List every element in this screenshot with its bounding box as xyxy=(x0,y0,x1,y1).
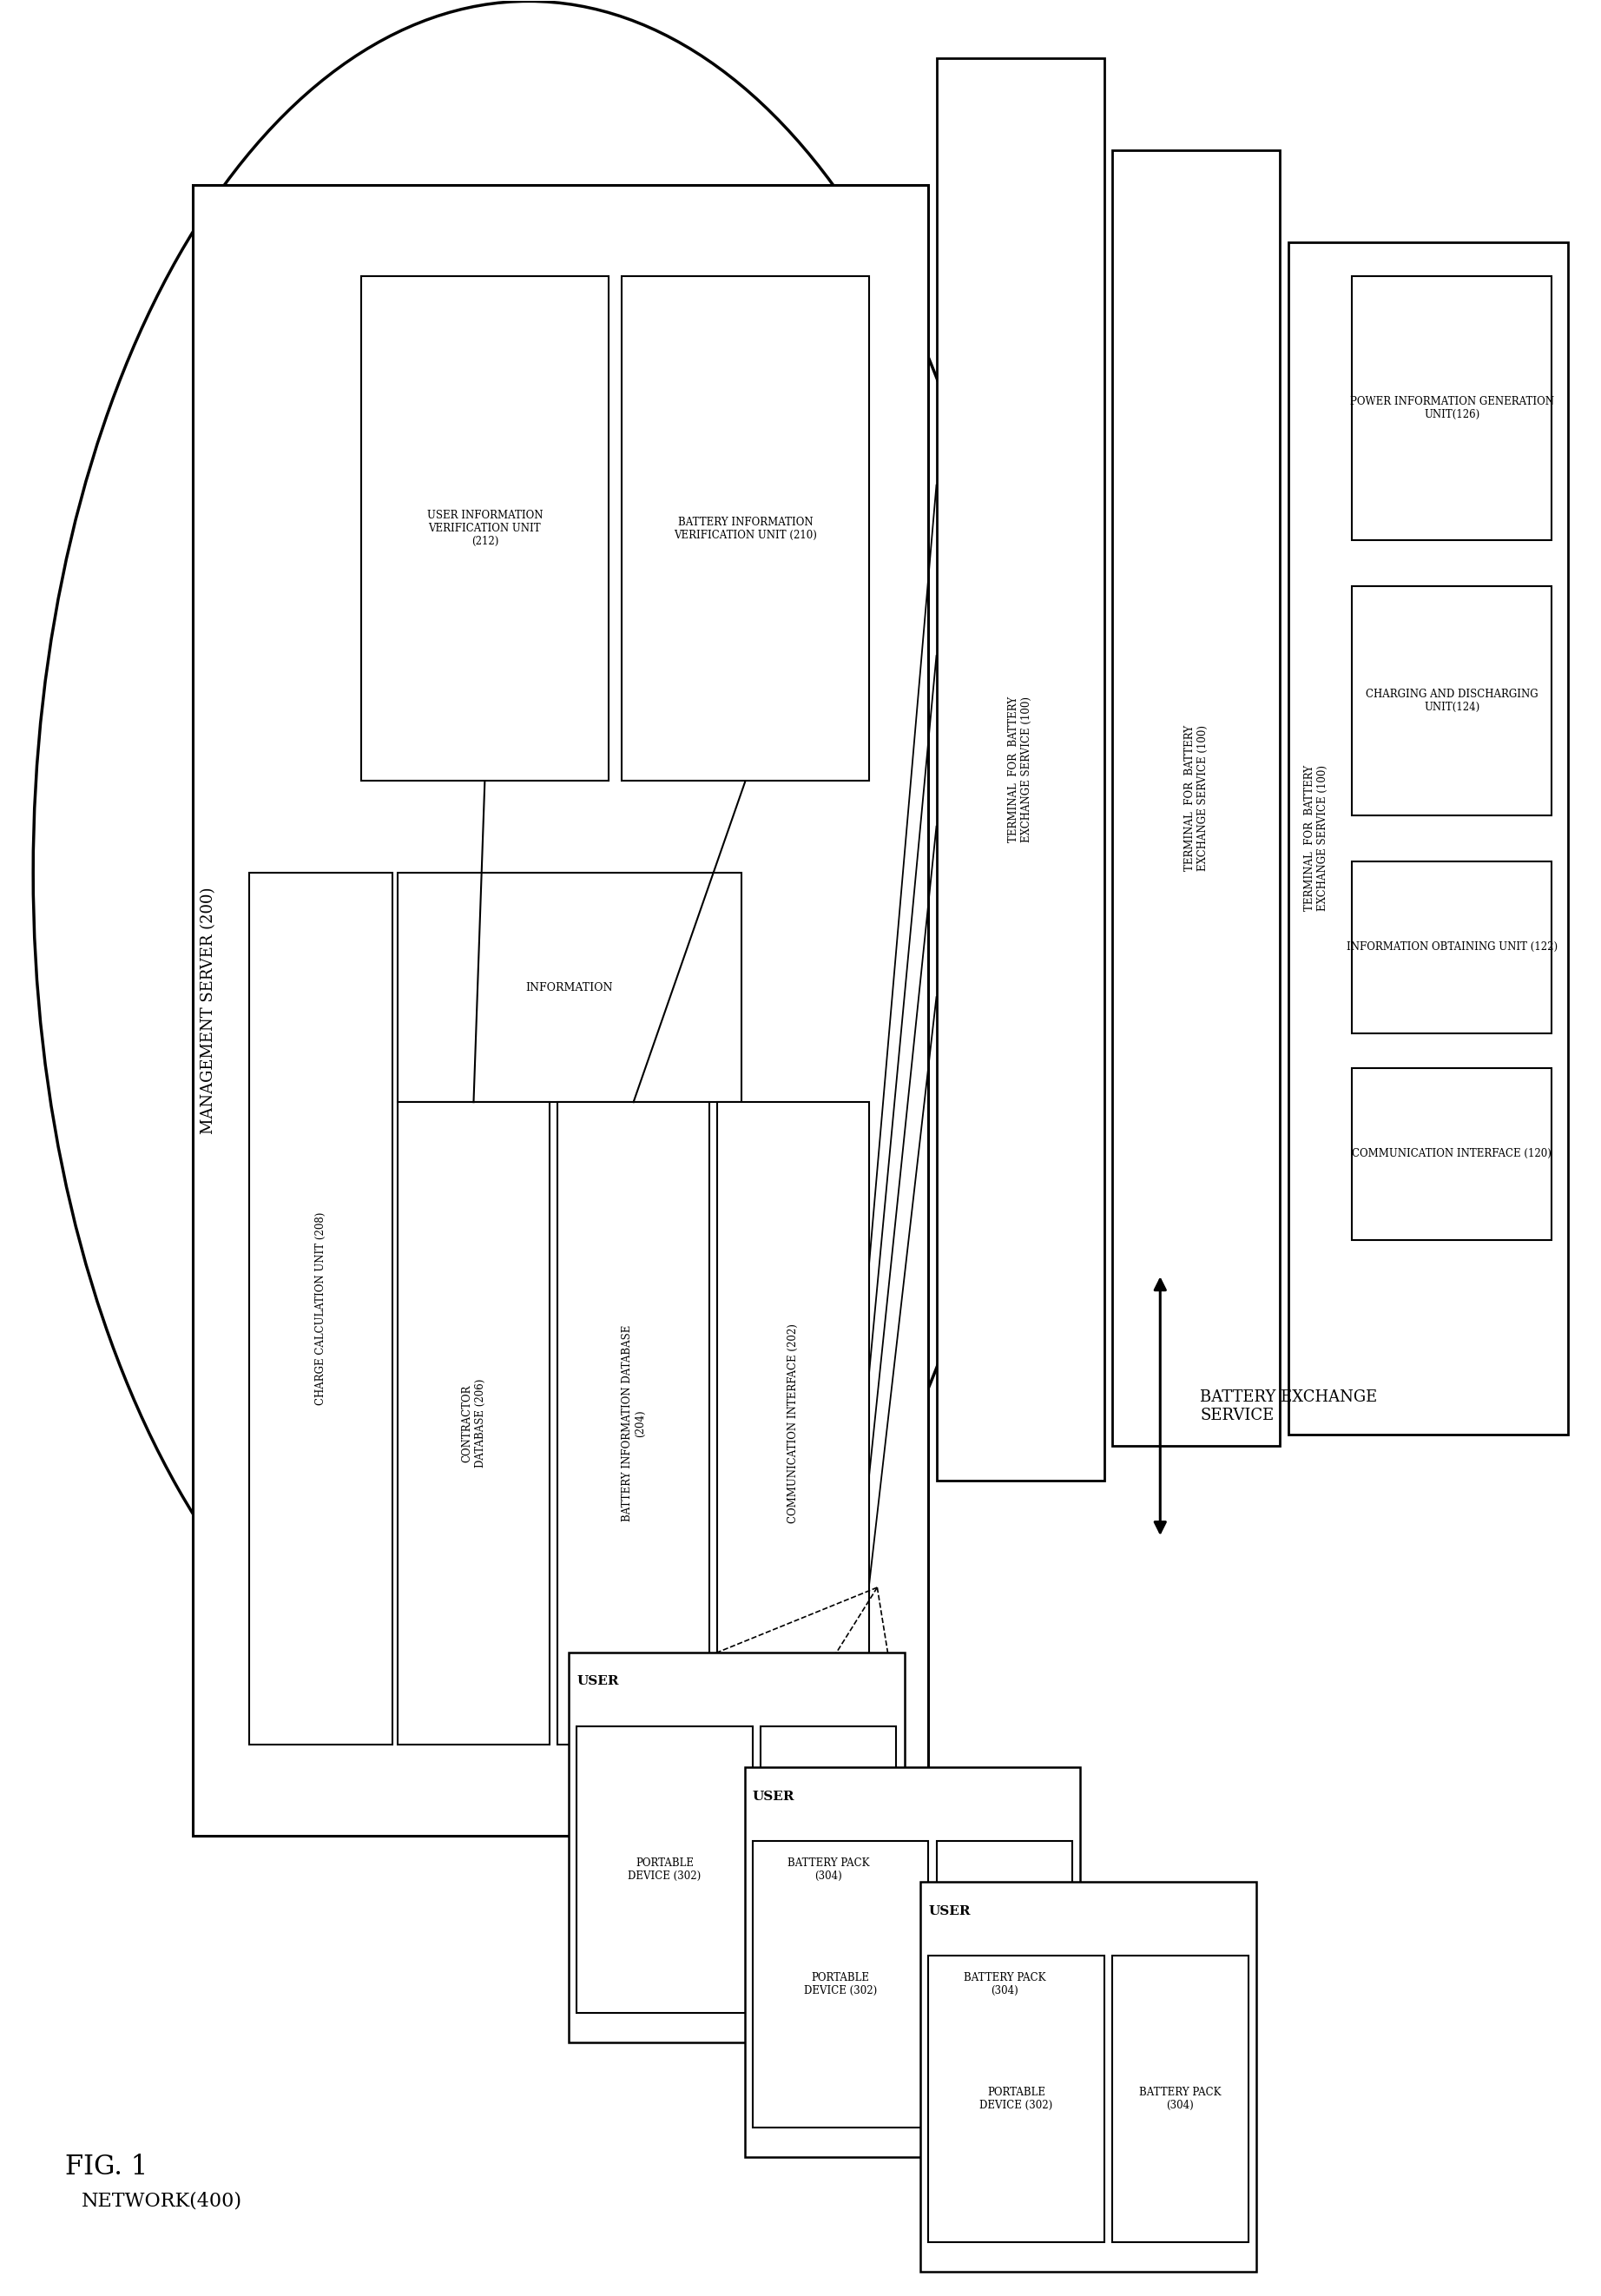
FancyBboxPatch shape xyxy=(760,1727,897,2014)
FancyBboxPatch shape xyxy=(397,872,741,1102)
Text: FIG. 1: FIG. 1 xyxy=(66,2154,147,2181)
Text: BATTERY INFORMATION
VERIFICATION UNIT (210): BATTERY INFORMATION VERIFICATION UNIT (2… xyxy=(674,517,817,542)
Text: CHARGING AND DISCHARGING
UNIT(124): CHARGING AND DISCHARGING UNIT(124) xyxy=(1366,689,1539,712)
FancyBboxPatch shape xyxy=(752,1841,929,2128)
FancyBboxPatch shape xyxy=(194,184,929,1837)
FancyBboxPatch shape xyxy=(1351,276,1551,540)
Text: CHARGE CALCULATION UNIT (208): CHARGE CALCULATION UNIT (208) xyxy=(315,1212,327,1405)
Text: PORTABLE
DEVICE (302): PORTABLE DEVICE (302) xyxy=(804,1972,877,1995)
FancyBboxPatch shape xyxy=(360,276,608,781)
Text: INFORMATION: INFORMATION xyxy=(525,983,613,994)
Text: USER INFORMATION
VERIFICATION UNIT
(212): USER INFORMATION VERIFICATION UNIT (212) xyxy=(427,510,543,546)
Text: INFORMATION OBTAINING UNIT (122): INFORMATION OBTAINING UNIT (122) xyxy=(1346,941,1558,953)
Text: BATTERY PACK
(304): BATTERY PACK (304) xyxy=(788,1857,869,1880)
Text: USER: USER xyxy=(929,1906,970,1917)
Text: BATTERY PACK
(304): BATTERY PACK (304) xyxy=(964,1972,1045,1995)
FancyBboxPatch shape xyxy=(397,1102,549,1745)
FancyBboxPatch shape xyxy=(717,1102,869,1745)
Text: TERMINAL  FOR  BATTERY
EXCHANGE SERVICE (100): TERMINAL FOR BATTERY EXCHANGE SERVICE (1… xyxy=(1185,726,1209,870)
FancyBboxPatch shape xyxy=(1351,1068,1551,1240)
Text: COMMUNICATION INTERFACE (120): COMMUNICATION INTERFACE (120) xyxy=(1353,1148,1551,1159)
Text: BATTERY EXCHANGE
SERVICE: BATTERY EXCHANGE SERVICE xyxy=(1201,1389,1377,1424)
FancyBboxPatch shape xyxy=(937,1841,1073,2128)
FancyBboxPatch shape xyxy=(568,1653,905,2043)
FancyBboxPatch shape xyxy=(929,1956,1105,2241)
Text: POWER INFORMATION GENERATION
UNIT(126): POWER INFORMATION GENERATION UNIT(126) xyxy=(1350,397,1555,420)
Text: TERMINAL  FOR  BATTERY
EXCHANGE SERVICE (100): TERMINAL FOR BATTERY EXCHANGE SERVICE (1… xyxy=(1305,765,1329,912)
FancyBboxPatch shape xyxy=(1113,149,1281,1446)
FancyBboxPatch shape xyxy=(557,1102,709,1745)
Text: PORTABLE
DEVICE (302): PORTABLE DEVICE (302) xyxy=(980,2087,1053,2110)
FancyBboxPatch shape xyxy=(1289,241,1567,1435)
FancyBboxPatch shape xyxy=(576,1727,752,2014)
FancyBboxPatch shape xyxy=(250,872,392,1745)
FancyBboxPatch shape xyxy=(621,276,869,781)
FancyBboxPatch shape xyxy=(1351,585,1551,815)
FancyBboxPatch shape xyxy=(744,1768,1081,2158)
Text: TERMINAL  FOR  BATTERY
EXCHANGE SERVICE (100): TERMINAL FOR BATTERY EXCHANGE SERVICE (1… xyxy=(1009,696,1033,843)
Text: USER: USER xyxy=(752,1791,794,1802)
Text: BATTERY INFORMATION DATABASE
(204): BATTERY INFORMATION DATABASE (204) xyxy=(621,1325,645,1522)
Text: NETWORK(400): NETWORK(400) xyxy=(82,2193,242,2211)
FancyBboxPatch shape xyxy=(1351,861,1551,1033)
Text: USER: USER xyxy=(576,1676,620,1688)
Text: COMMUNICATION INTERFACE (202): COMMUNICATION INTERFACE (202) xyxy=(788,1322,799,1522)
FancyBboxPatch shape xyxy=(937,57,1105,1481)
Text: MANAGEMENT SERVER (200): MANAGEMENT SERVER (200) xyxy=(202,886,216,1134)
FancyBboxPatch shape xyxy=(1113,1956,1249,2241)
Text: CONTRACTOR
DATABASE (206): CONTRACTOR DATABASE (206) xyxy=(461,1380,485,1467)
FancyBboxPatch shape xyxy=(921,1883,1257,2271)
Text: PORTABLE
DEVICE (302): PORTABLE DEVICE (302) xyxy=(628,1857,701,1880)
Text: BATTERY PACK
(304): BATTERY PACK (304) xyxy=(1140,2087,1222,2110)
